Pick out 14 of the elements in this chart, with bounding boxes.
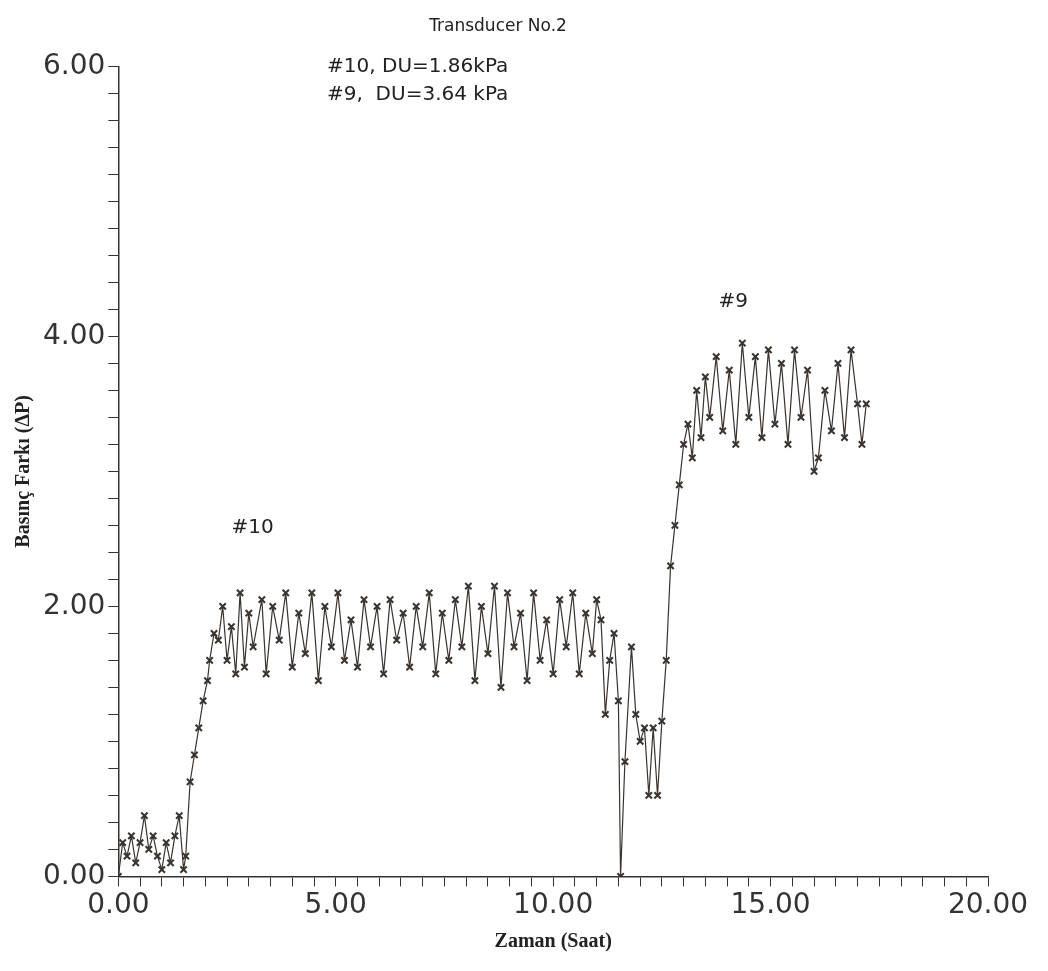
annotation: #9 <box>718 287 748 312</box>
annotation: #10, DU=1.86kPa <box>327 52 509 77</box>
x-tick-label: 20.00 <box>947 887 1029 921</box>
y-axis-title: Basınç Farkı (ΔP) <box>11 395 35 548</box>
x-axis-title: Zaman (Saat) <box>494 929 612 953</box>
annotation: #9, DU=3.64 kPa <box>327 80 509 105</box>
y-tick-label: 2.00 <box>43 587 106 621</box>
chart-title: Transducer No.2 <box>428 14 567 35</box>
x-tick-label: 5.00 <box>304 887 367 921</box>
y-tick-label: 4.00 <box>43 317 106 351</box>
y-tick-label: 6.00 <box>43 47 106 81</box>
x-tick-label: 10.00 <box>513 887 594 921</box>
annotation: #10 <box>231 514 274 539</box>
x-tick-label: 15.00 <box>730 887 811 921</box>
